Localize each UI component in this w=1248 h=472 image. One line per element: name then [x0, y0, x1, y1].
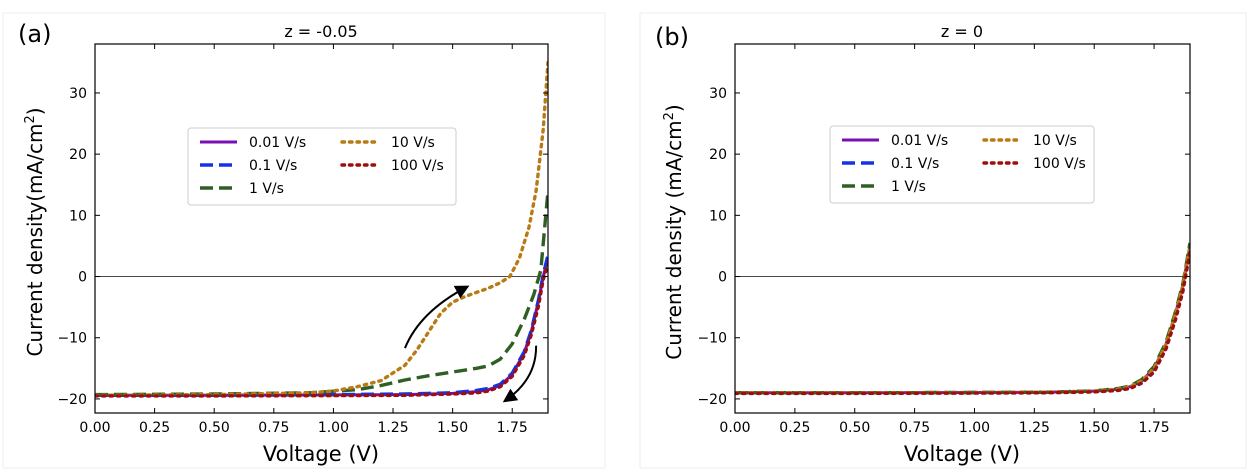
legend-label-b-3: 10 V/s [1033, 133, 1077, 149]
x-tick-label-b-4: 1.00 [959, 420, 990, 436]
series-line-a-2 [95, 190, 548, 397]
y-tick-label-a-2: 0 [78, 270, 87, 286]
legend-box-b [829, 125, 1095, 204]
legend-label-a-0: 0.01 V/s [249, 135, 306, 151]
axes-frame-a [94, 43, 549, 414]
plot-area-b: 0.00 0.25 0.50 0.75 1.00 1.25 1.50 1.75 −20 −10 0 1… [697, 43, 1191, 436]
y-tick-label-b-2: 0 [718, 270, 727, 286]
panel-label-b: (b) [655, 23, 689, 51]
panel-a-frame [2, 12, 606, 469]
panel-label-a: (a) [18, 20, 51, 48]
chart-title-a: z = -0.05 [284, 22, 357, 41]
series-line-a-3 [95, 60, 548, 397]
y-tick-label-a-1: −10 [57, 331, 87, 347]
y-axis-label-a-main: Current density(mA/cm [23, 124, 47, 357]
legend-label-b-0: 0.01 V/s [891, 133, 948, 149]
y-axis-label-a-sup: 2 [23, 115, 38, 123]
series-line-b-1 [735, 245, 1190, 395]
axes-frame-b [734, 43, 1191, 414]
y-axis-label-b: Current density (mA/cm2) [662, 104, 686, 359]
legend-label-a-1: 0.1 V/s [249, 158, 297, 174]
y-tick-label-b-5: 30 [709, 86, 727, 102]
y-axis-label-b-main: Current density (mA/cm [662, 120, 686, 359]
x-tick-label-a-1: 0.25 [139, 420, 170, 436]
arrow-annotation-a-0 [404, 285, 470, 349]
legend-label-b-1: 0.1 V/s [891, 156, 939, 172]
series-line-a-0 [95, 257, 548, 397]
x-tick-label-a-5: 1.25 [377, 420, 408, 436]
legend-label-b-2: 1 V/s [891, 179, 926, 195]
chart-title-b: z = 0 [941, 22, 983, 41]
panel-b-frame [639, 12, 1247, 469]
series-line-b-3 [735, 244, 1190, 395]
x-tick-label-b-0: 0.00 [719, 420, 750, 436]
legend-label-a-4: 100 V/s [391, 158, 444, 174]
series-line-a-4 [95, 262, 548, 398]
x-tick-label-b-3: 0.75 [899, 420, 930, 436]
legend-label-a-3: 10 V/s [391, 135, 435, 151]
x-axis-label-b: Voltage (V) [904, 442, 1020, 466]
x-tick-label-b-6: 1.50 [1079, 420, 1110, 436]
panel-a: (a) z = -0.05 0.00 0.25 0.50 0.75 1.00 1.25 1.… [2, 12, 606, 469]
plot-area-a: 0.00 0.25 0.50 0.75 1.00 1.25 1.50 1.75 −20 −10 0 1… [57, 43, 549, 436]
y-tick-label-a-4: 20 [69, 147, 87, 163]
series-line-b-2 [735, 242, 1190, 395]
x-tick-label-a-7: 1.75 [497, 420, 528, 436]
x-tick-label-b-1: 0.25 [779, 420, 810, 436]
y-tick-label-b-0: −20 [697, 392, 727, 408]
x-tick-label-a-4: 1.00 [318, 420, 349, 436]
x-tick-label-a-2: 0.50 [199, 420, 230, 436]
y-tick-label-b-3: 10 [709, 208, 727, 224]
panel-b: (b) z = 0 0.00 0.25 0.50 0.75 1.00 1.25 1.50 1.… [639, 12, 1247, 469]
x-tick-label-a-0: 0.00 [79, 420, 110, 436]
x-tick-label-b-5: 1.25 [1019, 420, 1050, 436]
y-tick-label-a-5: 30 [69, 86, 87, 102]
y-axis-label-a-close: ) [23, 107, 47, 115]
arrow-annotation-a-1 [502, 345, 538, 403]
legend-label-b-4: 100 V/s [1033, 156, 1086, 172]
x-tick-label-a-3: 0.75 [258, 420, 289, 436]
x-axis-label-a: Voltage (V) [263, 442, 379, 466]
y-axis-label-b-sup: 2 [662, 112, 677, 120]
series-line-b-4 [735, 250, 1190, 396]
legend-box-a [187, 127, 457, 206]
y-axis-label-b-close: ) [662, 104, 686, 112]
y-axis-label-a: Current density(mA/cm2) [23, 107, 47, 356]
y-tick-label-b-1: −10 [697, 331, 727, 347]
x-tick-label-b-7: 1.75 [1138, 420, 1169, 436]
x-tick-label-a-6: 1.50 [437, 420, 468, 436]
x-tick-label-b-2: 0.50 [839, 420, 870, 436]
y-tick-label-a-0: −20 [57, 392, 87, 408]
y-tick-label-a-3: 10 [69, 208, 87, 224]
legend-label-a-2: 1 V/s [249, 181, 284, 197]
y-tick-label-b-4: 20 [709, 147, 727, 163]
series-line-b-0 [735, 245, 1190, 395]
